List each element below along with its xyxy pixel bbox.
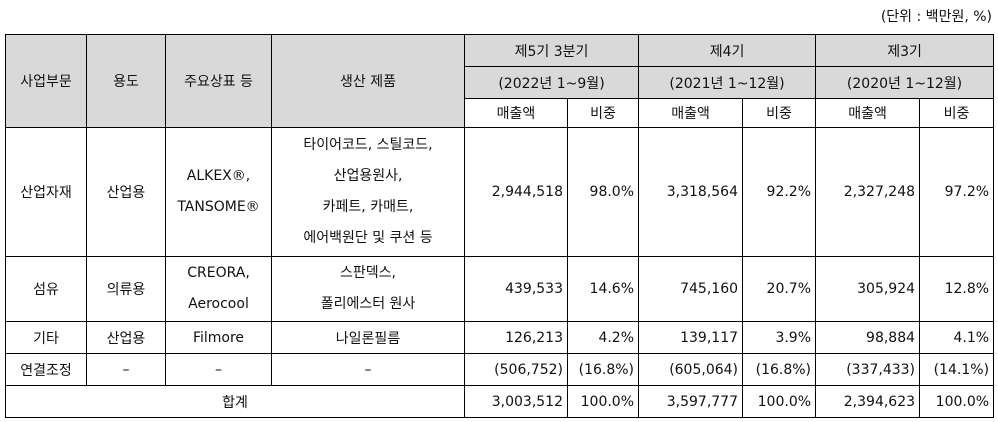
sales-cell: 98,884 xyxy=(815,321,921,354)
ratio-cell: (16.8%) xyxy=(742,353,817,386)
ratio-cell: 92.2% xyxy=(742,127,817,257)
sales-cell: 2,327,248 xyxy=(815,127,921,257)
header-segment: 사업부문 xyxy=(5,34,87,128)
header-period-name: 제3기 xyxy=(815,34,995,67)
segment-cell: 산업자재 xyxy=(5,127,87,257)
header-sales: 매출액 xyxy=(464,98,568,128)
product-line: 스판덱스, xyxy=(340,265,396,281)
sales-cell: 126,213 xyxy=(464,321,568,354)
sales-cell: 745,160 xyxy=(638,256,744,322)
header-period-range: (2020년 1~12월) xyxy=(815,66,995,99)
table-row: 연결조정 – – – (506,752) (16.8%) (605,064) (… xyxy=(5,353,995,386)
header-product: 생산 제품 xyxy=(271,34,465,128)
product-line: 카페트, 카매트, xyxy=(322,199,414,215)
segment-cell: 기타 xyxy=(5,321,87,354)
product-line: 에어백원단 및 쿠션 등 xyxy=(303,230,433,246)
total-row: 합계 3,003,512 100.0% 3,597,777 100.0% 2,3… xyxy=(5,385,995,418)
total-ratio-cell: 100.0% xyxy=(566,385,640,418)
ratio-cell: 14.6% xyxy=(566,256,640,322)
sales-cell: 3,318,564 xyxy=(638,127,744,257)
usage-cell: 산업용 xyxy=(86,321,166,354)
header-sales: 매출액 xyxy=(815,98,921,128)
ratio-cell: 97.2% xyxy=(919,127,995,257)
sales-cell: 2,944,518 xyxy=(464,127,568,257)
product-line: 폴리에스터 원사 xyxy=(320,296,416,312)
ratio-cell: (16.8%) xyxy=(566,353,640,386)
product-cell: 스판덱스, 폴리에스터 원사 xyxy=(271,256,465,322)
sales-cell: (605,064) xyxy=(638,353,744,386)
header-period-range: (2021년 1~12월) xyxy=(638,66,817,99)
ratio-cell: 98.0% xyxy=(566,127,640,257)
brand-line: TANSOME® xyxy=(177,199,260,215)
product-line: 산업용원사, xyxy=(333,168,403,184)
header-ratio: 비중 xyxy=(566,98,640,128)
segment-cell: 연결조정 xyxy=(5,353,87,386)
ratio-cell: 4.1% xyxy=(919,321,995,354)
sales-cell: (506,752) xyxy=(464,353,568,386)
brand-cell: – xyxy=(165,353,272,386)
brand-cell: Filmore xyxy=(165,321,272,354)
ratio-cell: (14.1%) xyxy=(919,353,995,386)
usage-cell: – xyxy=(86,353,166,386)
table-row: 기타 산업용 Filmore 나일론필름 126,213 4.2% 139,11… xyxy=(5,321,995,354)
segment-cell: 섬유 xyxy=(5,256,87,322)
usage-cell: 의류용 xyxy=(86,256,166,322)
table-row: 산업자재 산업용 ALKEX®, TANSOME® 타이어코드, 스틸코드, 산… xyxy=(5,127,995,257)
sales-cell: (337,433) xyxy=(815,353,921,386)
sales-cell: 305,924 xyxy=(815,256,921,322)
sales-cell: 139,117 xyxy=(638,321,744,354)
ratio-cell: 20.7% xyxy=(742,256,817,322)
product-cell: 나일론필름 xyxy=(271,321,465,354)
total-ratio-cell: 100.0% xyxy=(919,385,995,418)
unit-label: (단위 : 백만원, %) xyxy=(880,9,992,25)
header-period-name: 제4기 xyxy=(638,34,817,67)
product-cell: – xyxy=(271,353,465,386)
header-ratio: 비중 xyxy=(919,98,995,128)
total-label: 합계 xyxy=(5,385,465,418)
table-row: 섬유 의류용 CREORA, Aerocool 스판덱스, 폴리에스터 원사 4… xyxy=(5,256,995,322)
usage-cell: 산업용 xyxy=(86,127,166,257)
brand-cell: ALKEX®, TANSOME® xyxy=(165,127,272,257)
header-brand: 주요상표 등 xyxy=(165,34,272,128)
ratio-cell: 4.2% xyxy=(566,321,640,354)
ratio-cell: 12.8% xyxy=(919,256,995,322)
product-line: 타이어코드, 스틸코드, xyxy=(303,137,433,153)
sales-cell: 439,533 xyxy=(464,256,568,322)
brand-line: Aerocool xyxy=(188,296,249,312)
brand-line: CREORA, xyxy=(187,265,250,281)
header-usage: 용도 xyxy=(86,34,166,128)
ratio-cell: 3.9% xyxy=(742,321,817,354)
sales-table: 사업부문 용도 주요상표 등 생산 제품 제5기 3분기 제4기 제3기 (20… xyxy=(5,34,995,418)
header-period-name: 제5기 3분기 xyxy=(463,34,640,67)
total-sales-cell: 3,597,777 xyxy=(638,385,744,418)
brand-line: ALKEX®, xyxy=(186,168,251,184)
header-ratio: 비중 xyxy=(742,98,817,128)
total-ratio-cell: 100.0% xyxy=(742,385,817,418)
total-sales-cell: 3,003,512 xyxy=(464,385,568,418)
header-period-range: (2022년 1~9월) xyxy=(463,66,640,99)
header-sales: 매출액 xyxy=(638,98,744,128)
brand-cell: CREORA, Aerocool xyxy=(165,256,272,322)
product-cell: 타이어코드, 스틸코드, 산업용원사, 카페트, 카매트, 에어백원단 및 쿠션… xyxy=(271,127,465,257)
total-sales-cell: 2,394,623 xyxy=(815,385,921,418)
